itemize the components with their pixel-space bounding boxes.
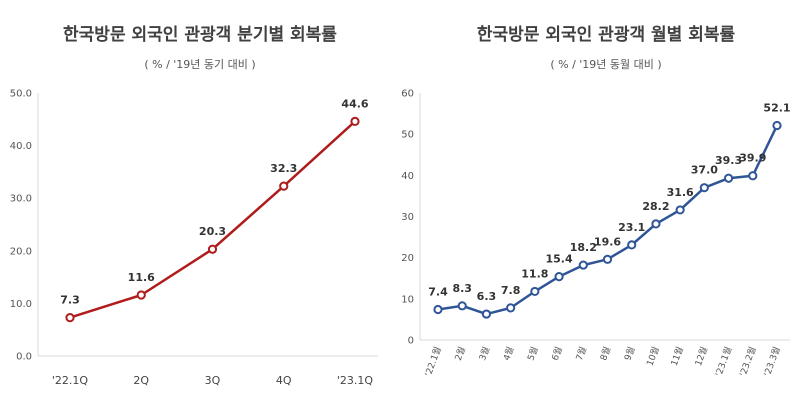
monthly-data-point (627, 240, 637, 250)
monthly-y-tick-label: 40 (401, 171, 414, 182)
quarterly-x-tick-label: '22.1Q (52, 374, 89, 387)
quarterly-points (65, 116, 360, 323)
quarterly-data-label: 20.3 (199, 225, 226, 238)
monthly-x-ticks: '22.1월 2월 3월 4월 5월 6월 7월 8월 9월 10월 11월 12월 '23.1월 '23… (422, 345, 783, 378)
quarterly-y-tick-label: 40.0 (10, 141, 32, 152)
quarterly-data-point (350, 116, 360, 127)
monthly-data-point (675, 205, 685, 215)
monthly-data-label: 8.3 (452, 282, 472, 295)
quarterly-y-tick-label: 30.0 (10, 194, 32, 205)
monthly-y-tick-label: 30 (401, 212, 414, 223)
quarterly-x-tick-label: '23.1Q (337, 374, 374, 387)
monthly-y-ticks: 0 10 20 30 40 50 60 (401, 89, 414, 347)
monthly-data-point (748, 171, 758, 181)
monthly-y-tick-label: 60 (401, 89, 414, 100)
monthly-x-tick-label: 5월 (525, 345, 541, 362)
quarterly-data-label: 11.6 (128, 271, 155, 284)
monthly-data-label: 19.6 (594, 235, 621, 248)
monthly-x-tick-label: 9월 (621, 345, 637, 362)
monthly-x-tick-label: 6월 (549, 345, 565, 362)
monthly-y-tick-label: 20 (401, 253, 414, 264)
monthly-data-point (506, 303, 516, 313)
monthly-y-tick-label: 10 (401, 294, 414, 305)
monthly-data-label: 52.1 (763, 102, 790, 115)
monthly-x-tick-label: '23.1월 (713, 345, 735, 378)
monthly-x-tick-label: '23.3월 (761, 345, 783, 378)
monthly-points (433, 120, 782, 319)
quarterly-y-ticks: 0.0 10.0 20.0 30.0 40.0 50.0 (10, 89, 32, 363)
quarterly-data-labels: 7.3 11.6 20.3 32.3 44.6 (60, 97, 369, 306)
monthly-x-tick-label: '22.1월 (422, 345, 444, 378)
monthly-chart: 한국방문 외국인 관광객 월별 회복률 ( % / '19년 동월 대비 ) 0… (401, 25, 790, 378)
monthly-data-label: 6.3 (477, 290, 497, 303)
monthly-data-label: 31.6 (667, 186, 694, 199)
monthly-chart-title: 한국방문 외국인 관광객 월별 회복률 (477, 25, 736, 45)
monthly-x-tick-label: '23.2월 (737, 345, 759, 378)
monthly-chart-subtitle: ( % / '19년 동월 대비 ) (550, 58, 661, 71)
monthly-data-label: 37.0 (691, 164, 718, 177)
quarterly-chart: 한국방문 외국인 관광객 분기별 회복률 ( % / '19년 동기 대비 ) … (10, 25, 378, 387)
quarterly-y-tick-label: 10.0 (10, 299, 32, 310)
quarterly-data-point (136, 290, 146, 300)
monthly-data-point (554, 272, 564, 282)
quarterly-data-label: 44.6 (341, 97, 368, 110)
monthly-data-label: 11.8 (521, 267, 548, 280)
monthly-x-tick-label: 11월 (668, 345, 686, 368)
monthly-data-label: 39.9 (739, 152, 766, 165)
monthly-x-tick-label: 4월 (500, 345, 516, 362)
monthly-data-point (772, 120, 782, 131)
monthly-y-tick-label: 0 (408, 336, 414, 347)
monthly-x-tick-label: 10월 (644, 345, 662, 368)
quarterly-x-tick-label: 3Q (205, 374, 221, 387)
monthly-data-point (481, 309, 492, 319)
monthly-data-point (530, 286, 540, 297)
quarterly-chart-subtitle: ( % / '19년 동기 대비 ) (144, 58, 255, 71)
monthly-x-tick-label: 8월 (597, 345, 613, 362)
monthly-x-tick-label: 3월 (476, 345, 492, 362)
monthly-data-label: 7.8 (501, 284, 521, 297)
quarterly-data-label: 7.3 (60, 294, 80, 307)
monthly-data-point (602, 254, 613, 264)
monthly-data-label: 15.4 (546, 253, 573, 266)
monthly-data-point (651, 219, 661, 229)
monthly-data-point (723, 173, 734, 183)
quarterly-y-tick-label: 20.0 (10, 246, 32, 257)
monthly-data-label: 23.1 (618, 221, 645, 234)
quarterly-data-point (279, 181, 289, 191)
monthly-x-tick-label: 12월 (692, 345, 710, 368)
quarterly-series-line (68, 120, 357, 319)
monthly-data-label: 18.2 (570, 241, 597, 254)
monthly-x-tick-label: 7월 (573, 345, 589, 362)
monthly-data-labels: 7.4 8.3 6.3 7.811.815.418.219.623.1 28.231.6… (428, 102, 790, 304)
monthly-data-point (699, 183, 709, 193)
monthly-data-point (457, 301, 467, 311)
monthly-data-label: 39.3 (715, 154, 742, 167)
monthly-data-point (433, 304, 443, 315)
monthly-data-point (578, 260, 588, 270)
quarterly-x-tick-label: 4Q (276, 374, 292, 387)
quarterly-x-tick-label: 2Q (133, 374, 149, 387)
monthly-y-tick-label: 50 (401, 130, 414, 141)
monthly-data-label: 28.2 (642, 200, 669, 213)
monthly-x-tick-label: 2월 (452, 345, 468, 362)
quarterly-data-label: 32.3 (270, 162, 297, 175)
quarterly-data-point (65, 313, 75, 323)
quarterly-data-point (207, 244, 218, 254)
monthly-data-label: 7.4 (428, 286, 448, 299)
quarterly-y-tick-label: 0.0 (16, 352, 32, 363)
quarterly-y-tick-label: 50.0 (10, 89, 32, 100)
quarterly-x-ticks: '22.1Q 2Q 3Q 4Q '23.1Q (52, 374, 374, 387)
quarterly-chart-title: 한국방문 외국인 관광객 분기별 회복률 (63, 25, 337, 45)
